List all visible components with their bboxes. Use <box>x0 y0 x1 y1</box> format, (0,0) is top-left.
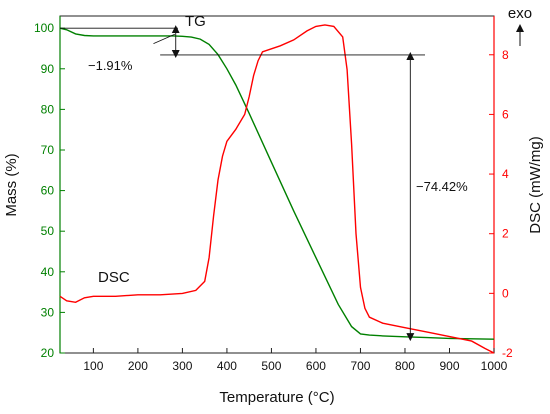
mass-loss-annotations <box>60 25 426 342</box>
left-tick-label: 60 <box>41 184 55 198</box>
step1-leader-line <box>153 33 176 44</box>
left-tick-label: 90 <box>41 62 55 76</box>
x-axis-ticks: 100 200 300 400 500 600 700 800 900 1000 <box>83 348 508 373</box>
right-tick-label: 2 <box>502 227 509 241</box>
left-tick-label: 80 <box>41 102 55 116</box>
left-tick-label: 20 <box>41 346 55 360</box>
right-axis-title: DSC (mW/mg) <box>527 136 544 234</box>
left-axis-ticks: 20 30 40 50 60 70 80 90 100 <box>34 21 65 360</box>
left-axis-title: Mass (%) <box>3 153 20 216</box>
right-tick-label: 6 <box>502 107 509 121</box>
left-tick-label: 40 <box>41 265 55 279</box>
x-tick-label: 800 <box>395 359 415 373</box>
x-tick-label: 300 <box>172 359 192 373</box>
right-axis-ticks: -2 0 2 4 6 8 <box>489 48 513 360</box>
x-tick-label: 200 <box>128 359 148 373</box>
step1-mass-loss-text: −1.91% <box>88 58 133 73</box>
series-line-dsc <box>59 24 495 354</box>
left-tick-label: 30 <box>41 305 55 319</box>
x-tick-label: 700 <box>350 359 370 373</box>
x-tick-label: 400 <box>217 359 237 373</box>
tg-series-label: TG <box>185 13 206 30</box>
left-tick-label: 100 <box>34 21 54 35</box>
x-tick-label: 900 <box>439 359 459 373</box>
x-axis-title: Temperature (°C) <box>219 389 334 406</box>
right-tick-label: -2 <box>502 346 513 360</box>
exo-label: exo <box>508 5 532 22</box>
dsc-series-label: DSC <box>98 269 130 286</box>
right-tick-label: 4 <box>502 167 509 181</box>
x-tick-label: 100 <box>83 359 103 373</box>
right-tick-label: 8 <box>502 48 509 62</box>
x-tick-label: 1000 <box>481 359 508 373</box>
step2-mass-loss-text: −74.42% <box>416 179 468 194</box>
right-tick-label: 0 <box>502 286 509 300</box>
left-tick-label: 50 <box>41 224 55 238</box>
left-tick-label: 70 <box>41 143 55 157</box>
x-tick-label: 500 <box>261 359 281 373</box>
series-line-tg <box>59 27 495 340</box>
x-tick-label: 600 <box>306 359 326 373</box>
